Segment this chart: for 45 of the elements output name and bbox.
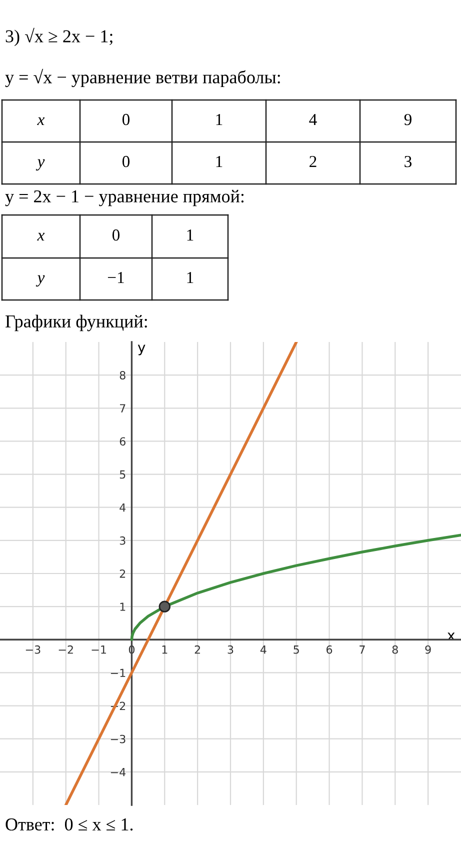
chart-title: 3) √x ≥ 2x − 1; — [6, 28, 112, 46]
x-tick-label: −3 — [26, 645, 40, 654]
text: 3 — [404, 156, 412, 168]
y-axis-title: y — [138, 344, 146, 356]
y-tick-label: 1 — [120, 602, 126, 611]
x-tick-label: 4 — [260, 646, 266, 654]
x-tick-label: 7 — [360, 646, 365, 654]
x-tick-label: 9 — [425, 645, 431, 654]
text: Графики функций: — [6, 314, 147, 332]
x-tick-label: −1 — [92, 646, 106, 654]
text: 2 — [310, 156, 316, 168]
y-tick-label: 6 — [120, 437, 126, 446]
x-tick-label: 6 — [326, 645, 332, 654]
x-tick-label: 5 — [294, 646, 299, 654]
line-series — [130, 534, 461, 642]
x-tick-label: 8 — [392, 645, 398, 654]
y-tick-label: 3 — [120, 536, 126, 545]
text: 0 — [122, 114, 130, 126]
text: 4 — [309, 114, 317, 126]
y-tick-label: −4 — [110, 768, 126, 776]
text: x — [37, 232, 45, 241]
x-tick-label: 2 — [194, 645, 200, 654]
y-tick-label: 5 — [120, 470, 126, 479]
x-tick-label: −2 — [58, 645, 73, 654]
y-tick-label: 8 — [120, 371, 126, 380]
x-tick-label: 1 — [162, 646, 168, 654]
text: 1 — [216, 114, 222, 126]
y-tick-label: 2 — [120, 569, 126, 578]
text: y — [36, 159, 45, 171]
y-tick-label: −3 — [110, 734, 126, 744]
text: Ответ: 0 ≤ x ≤ 1. — [6, 818, 133, 831]
text: x — [37, 117, 45, 126]
text: 0 — [112, 229, 120, 241]
text: 1 — [216, 156, 222, 168]
x-tick-label: 3 — [228, 645, 234, 654]
text: 9 — [404, 114, 412, 126]
y-tick-label: 7 — [120, 404, 126, 412]
text: 1 — [187, 230, 194, 241]
text: 1 — [187, 272, 194, 284]
text: 0 — [122, 156, 130, 168]
y-tick-label: −1 — [110, 668, 126, 677]
y-tick-label: 4 — [120, 503, 126, 512]
text: y = √x − уравнение ветви параболы: — [5, 68, 280, 88]
text: y — [36, 275, 45, 287]
text: y = 2x − 1 − уравнение прямой: — [5, 190, 244, 206]
